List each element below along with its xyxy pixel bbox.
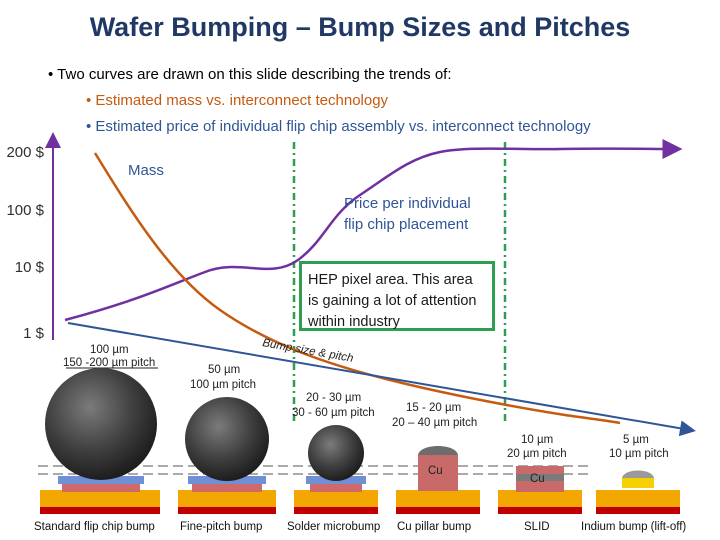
size-label-6b: 10 µm pitch — [609, 448, 669, 460]
size-label-6a: 5 µm — [623, 434, 649, 446]
y-label-10: 10 $ — [14, 259, 44, 276]
caption-slid: SLID — [524, 521, 550, 533]
cu-pillar-label: Cu — [428, 465, 443, 477]
size-label-1b: 150 -200 µm pitch — [63, 357, 155, 369]
bump-solder-microbump — [294, 425, 378, 514]
slid-cu-label: Cu — [530, 473, 545, 485]
size-label-3a: 20 - 30 µm — [306, 392, 361, 404]
mass-curve-label: Mass — [128, 162, 164, 179]
bump-fine-pitch — [178, 397, 276, 514]
bump-size-trend-line — [67, 322, 696, 437]
caption-cu-pillar: Cu pillar bump — [397, 521, 471, 533]
y-label-100: 100 $ — [6, 202, 44, 219]
size-label-5a: 10 µm — [521, 434, 553, 446]
size-label-4b: 20 – 40 µm pitch — [392, 417, 477, 429]
slide-title: Wafer Bumping – Bump Sizes and Pitches — [89, 12, 631, 42]
size-label-4a: 15 - 20 µm — [406, 402, 461, 414]
bullet-price: • Estimated price of individual flip chi… — [86, 118, 591, 135]
price-curve-label-line2: flip chip placement — [344, 216, 469, 233]
caption-standard-flip-chip: Standard flip chip bump — [34, 521, 155, 533]
bump-size-axis-label: Bump size & pitch — [261, 337, 354, 365]
y-label-1: 1 $ — [23, 325, 44, 342]
size-label-2a: 50 µm — [208, 364, 240, 376]
size-label-3b: 30 - 60 µm pitch — [292, 407, 375, 419]
bullet-mass: • Estimated mass vs. interconnect techno… — [86, 92, 389, 109]
caption-indium: Indium bump (lift-off) — [581, 521, 686, 533]
bump-standard-flip-chip — [40, 368, 160, 514]
price-curve — [64, 138, 683, 322]
bump-slid: Cu — [498, 466, 582, 514]
price-curve-label-line1: Price per individual — [344, 195, 471, 212]
size-label-1a: 100 µm — [90, 344, 129, 356]
size-label-5b: 20 µm pitch — [507, 448, 567, 460]
mass-curve — [93, 152, 621, 425]
caption-solder-microbump: Solder microbump — [287, 521, 380, 533]
y-label-200: 200 $ — [6, 144, 44, 161]
size-label-2b: 100 µm pitch — [190, 379, 256, 391]
bullet-intro: • Two curves are drawn on this slide des… — [48, 66, 452, 83]
bump-cu-pillar: Cu — [396, 446, 480, 514]
hep-pixel-area-note: HEP pixel area. This area is gaining a l… — [299, 261, 495, 331]
caption-fine-pitch: Fine-pitch bump — [180, 521, 262, 533]
bump-indium — [596, 470, 680, 514]
